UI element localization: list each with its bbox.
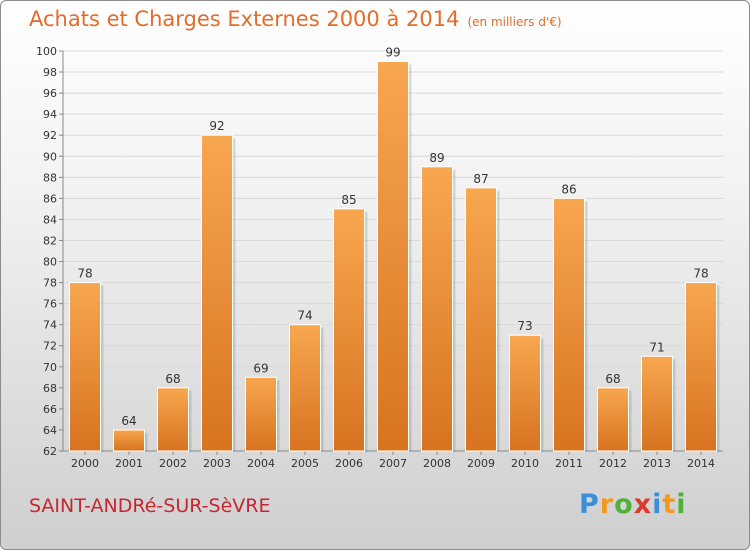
data-label: 85 (341, 193, 356, 207)
chart-unit: (en milliers d'€) (467, 15, 562, 29)
data-label: 74 (297, 309, 312, 323)
data-label: 78 (77, 267, 92, 281)
y-tick-label: 76 (43, 298, 57, 311)
proxiti-logo[interactable]: Proxiti (579, 489, 687, 520)
y-tick-label: 68 (43, 382, 57, 395)
y-tick-label: 82 (43, 234, 57, 247)
bar (113, 429, 145, 452)
logo-letter: P (579, 489, 600, 520)
logo-letter: i (652, 489, 663, 520)
x-tick-label: 2010 (511, 457, 539, 470)
y-tick-label: 64 (43, 424, 57, 437)
data-label: 87 (473, 172, 488, 186)
y-tick-label: 92 (43, 129, 57, 142)
data-label: 89 (429, 151, 444, 165)
logo-letter: r (599, 489, 615, 520)
y-tick-label: 78 (43, 277, 57, 290)
x-tick-label: 2008 (423, 457, 451, 470)
x-tick-label: 2009 (467, 457, 495, 470)
bar (245, 376, 277, 452)
data-label: 68 (605, 372, 620, 386)
x-tick-label: 2013 (643, 457, 671, 470)
data-label: 64 (121, 414, 136, 428)
y-tick-label: 94 (43, 108, 57, 121)
x-tick-label: 2003 (203, 457, 231, 470)
bar (289, 324, 321, 452)
y-tick-label: 70 (43, 361, 57, 374)
y-tick-label: 66 (43, 403, 57, 416)
bar (333, 208, 365, 452)
x-tick-label: 2012 (599, 457, 627, 470)
x-tick-label: 2000 (71, 457, 99, 470)
x-tick-label: 2004 (247, 457, 275, 470)
y-tick-label: 62 (43, 445, 57, 458)
y-tick-label: 88 (43, 171, 57, 184)
bar (509, 334, 541, 452)
bar (421, 166, 453, 452)
y-tick-label: 80 (43, 256, 57, 269)
y-tick-label: 86 (43, 192, 57, 205)
y-tick-label: 72 (43, 340, 57, 353)
bars: 78 64 68 92 69 74 85 99 89 87 73 86 68 71 78 (69, 46, 720, 452)
x-tick-label: 2011 (555, 457, 583, 470)
data-label: 73 (517, 319, 532, 333)
bar (685, 282, 717, 452)
bar (465, 187, 497, 452)
bar (597, 387, 629, 452)
data-label: 71 (649, 340, 664, 354)
bar (201, 134, 233, 452)
x-tick-label: 2014 (687, 457, 715, 470)
bar (69, 282, 101, 452)
bar (553, 197, 585, 452)
y-tick-label: 100 (36, 45, 57, 58)
bar (157, 387, 189, 452)
x-tick-label: 2005 (291, 457, 319, 470)
x-tick-label: 2006 (335, 457, 363, 470)
data-label: 68 (165, 372, 180, 386)
chart-title: Achats et Charges Externes 2000 à 2014 (e… (29, 7, 562, 31)
y-tick-label: 84 (43, 213, 57, 226)
bar (377, 61, 409, 452)
x-tick-label: 2002 (159, 457, 187, 470)
x-tick-label: 2001 (115, 457, 143, 470)
town-name: SAINT-ANDRé-SUR-SèVRE (29, 495, 271, 517)
data-label: 99 (385, 46, 400, 60)
data-label: 78 (693, 267, 708, 281)
y-tick-label: 90 (43, 150, 57, 163)
logo-letter: i (676, 489, 687, 520)
data-label: 69 (253, 361, 268, 375)
y-tick-label: 98 (43, 66, 57, 79)
logo-letter: o (614, 489, 634, 520)
y-tick-label: 96 (43, 87, 57, 100)
y-tick-label: 74 (43, 319, 57, 332)
bar (641, 355, 673, 452)
x-tick-label: 2007 (379, 457, 407, 470)
chart-title-text: Achats et Charges Externes 2000 à 2014 (29, 7, 460, 31)
logo-letter: x (633, 489, 653, 520)
data-label: 86 (561, 182, 576, 196)
data-label: 92 (209, 119, 224, 133)
logo-letter: t (662, 489, 677, 520)
